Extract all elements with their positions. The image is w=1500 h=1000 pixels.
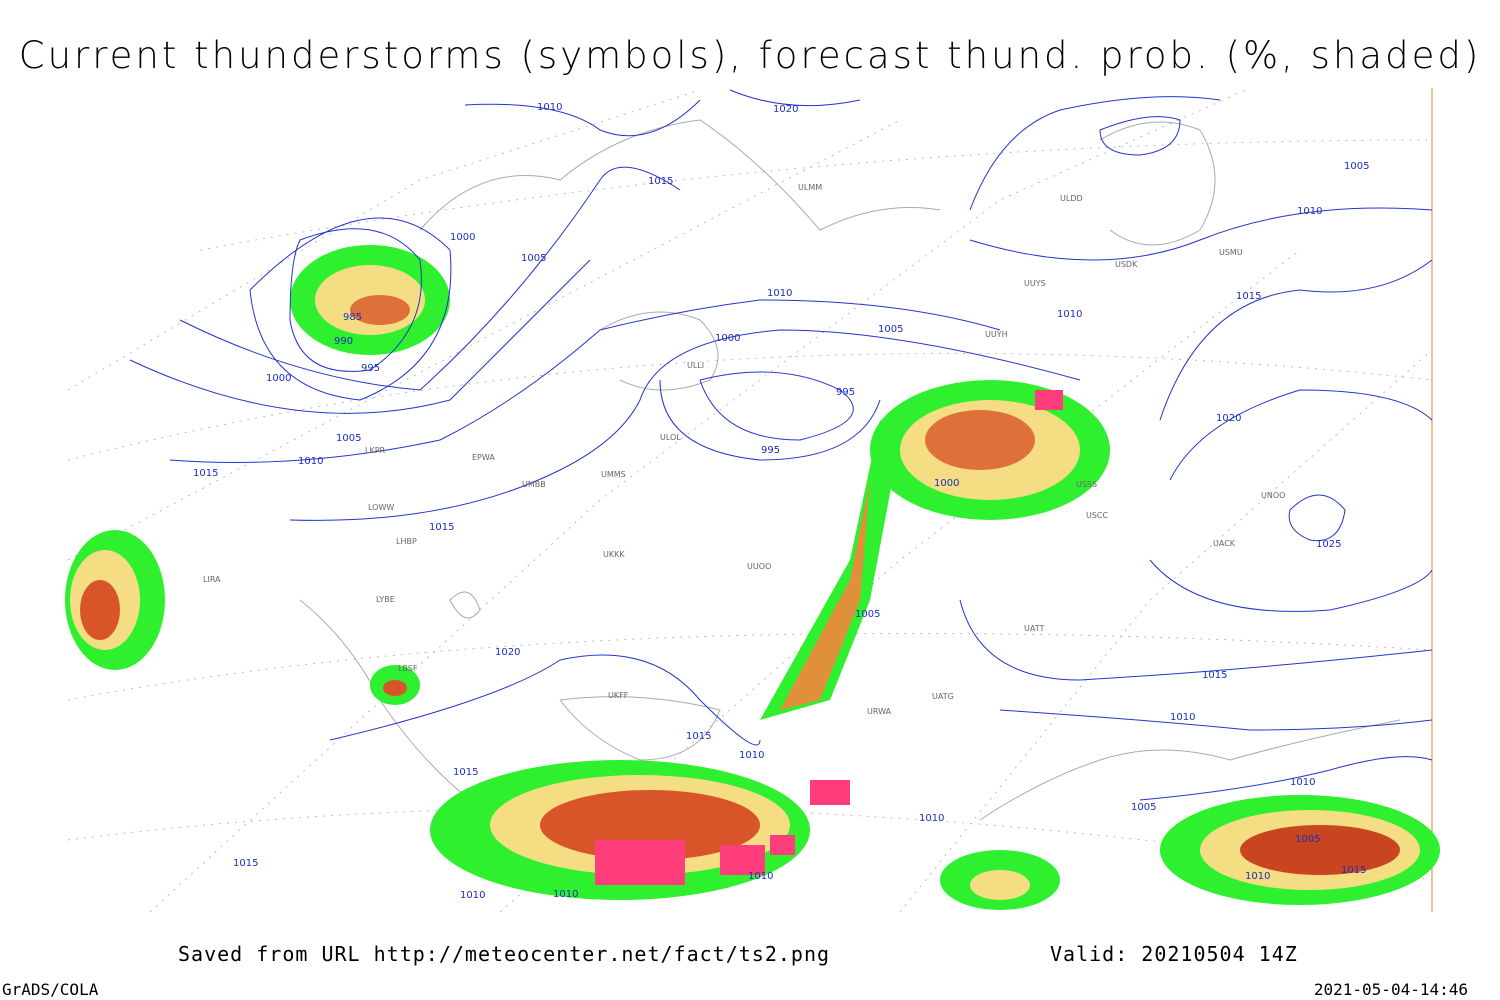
station-label: UKKK [603,550,625,559]
isobar-label: 1015 [233,858,258,869]
station-label: USMU [1219,248,1243,257]
isobar-label: 1010 [1245,871,1270,882]
isobar-label: 1010 [919,813,944,824]
isobar-label: 1010 [1170,712,1195,723]
station-label: LKPR [365,446,386,455]
valid-time: Valid: 20210504 14Z [1050,942,1298,966]
isobar-label: 995 [761,445,780,456]
source-url: Saved from URL http://meteocenter.net/fa… [178,942,830,966]
isobar-label: 1005 [855,609,880,620]
station-label: UATT [1024,624,1044,633]
station-label: UNOO [1261,491,1285,500]
isobar-label: 1015 [1341,865,1366,876]
isobar-label: 985 [343,312,362,323]
isobar-label: 1000 [450,232,475,243]
isobar-label: 1010 [1290,777,1315,788]
thunderstorm-symbols [595,390,1063,885]
isobar-label: 995 [836,387,855,398]
isobar-label: 1015 [686,731,711,742]
isobar-labels: 1010 1020 1015 1000 1005 985 990 995 100… [193,102,1369,901]
station-label: UKFF [608,691,629,700]
station-label: UUOO [747,562,771,571]
station-label: UUYS [1024,279,1046,288]
station-labels: ULMM ULDD USDK USMU UUYS UUYH ULLI ULOL … [203,183,1285,716]
isobar-label: 1015 [1236,291,1261,302]
isobar-label: 1020 [773,104,798,115]
isobar-label: 1025 [1316,539,1341,550]
station-label: URWA [867,707,892,716]
isobar-label: 1005 [1295,834,1320,845]
station-label: LYBE [376,595,395,604]
isobar-label: 1020 [495,647,520,658]
isobar-label: 1005 [521,253,546,264]
isobar-label: 995 [361,363,380,374]
software-credit: GrADS/COLA [2,980,99,999]
isobar-label: 1010 [460,890,485,901]
station-label: LOWW [368,503,394,512]
isobar-label: 1015 [1202,670,1227,681]
isobar-label: 1010 [298,456,323,467]
timestamp: 2021-05-04-14:46 [1314,980,1468,999]
isobar-label: 1010 [537,102,562,113]
isobar-label: 1010 [739,750,764,761]
station-label: ULDD [1060,194,1083,203]
station-label: LHBP [396,537,417,546]
station-label: UACK [1213,539,1236,548]
station-label: USSS [1076,480,1097,489]
station-label: LIRA [203,575,221,584]
isobar-label: 1000 [266,373,291,384]
isobar-label: 990 [334,336,353,347]
isobar-label: 1010 [1297,206,1322,217]
isobar-label: 1000 [934,478,959,489]
isobar-label: 1015 [453,767,478,778]
station-label: ULMM [798,183,822,192]
isobar-label: 1000 [715,333,740,344]
isobar-label: 1015 [193,468,218,479]
isobar-label: 1015 [429,522,454,533]
station-label: LBSF [398,664,418,673]
probability-shading [65,245,1440,910]
station-label: ULLI [687,361,704,370]
coastlines [299,119,1401,821]
station-label: EPWA [472,453,495,462]
isobar-label: 1010 [1057,309,1082,320]
station-label: UUYH [985,330,1008,339]
map-area: 1010 1020 1015 1000 1005 985 990 995 100… [65,87,1440,913]
station-label: UMMS [601,470,626,479]
station-label: UATG [932,692,954,701]
isobar-label: 1015 [648,176,673,187]
isobar-label: 1020 [1216,413,1241,424]
isobar-label: 1005 [878,324,903,335]
isobar-label: 1010 [767,288,792,299]
isobar-label: 1010 [553,889,578,900]
isobar-label: 1005 [336,433,361,444]
station-label: ULOL [660,433,681,442]
isobar-label: 1005 [1344,161,1369,172]
station-label: USCC [1086,511,1109,520]
isobar-label: 1010 [748,871,773,882]
isobars [129,89,1433,801]
station-label: USDK [1115,260,1138,269]
map-title: Current thunderstorms (symbols), forecas… [19,34,1482,77]
isobar-label: 1005 [1131,802,1156,813]
station-label: UMBB [522,480,546,489]
